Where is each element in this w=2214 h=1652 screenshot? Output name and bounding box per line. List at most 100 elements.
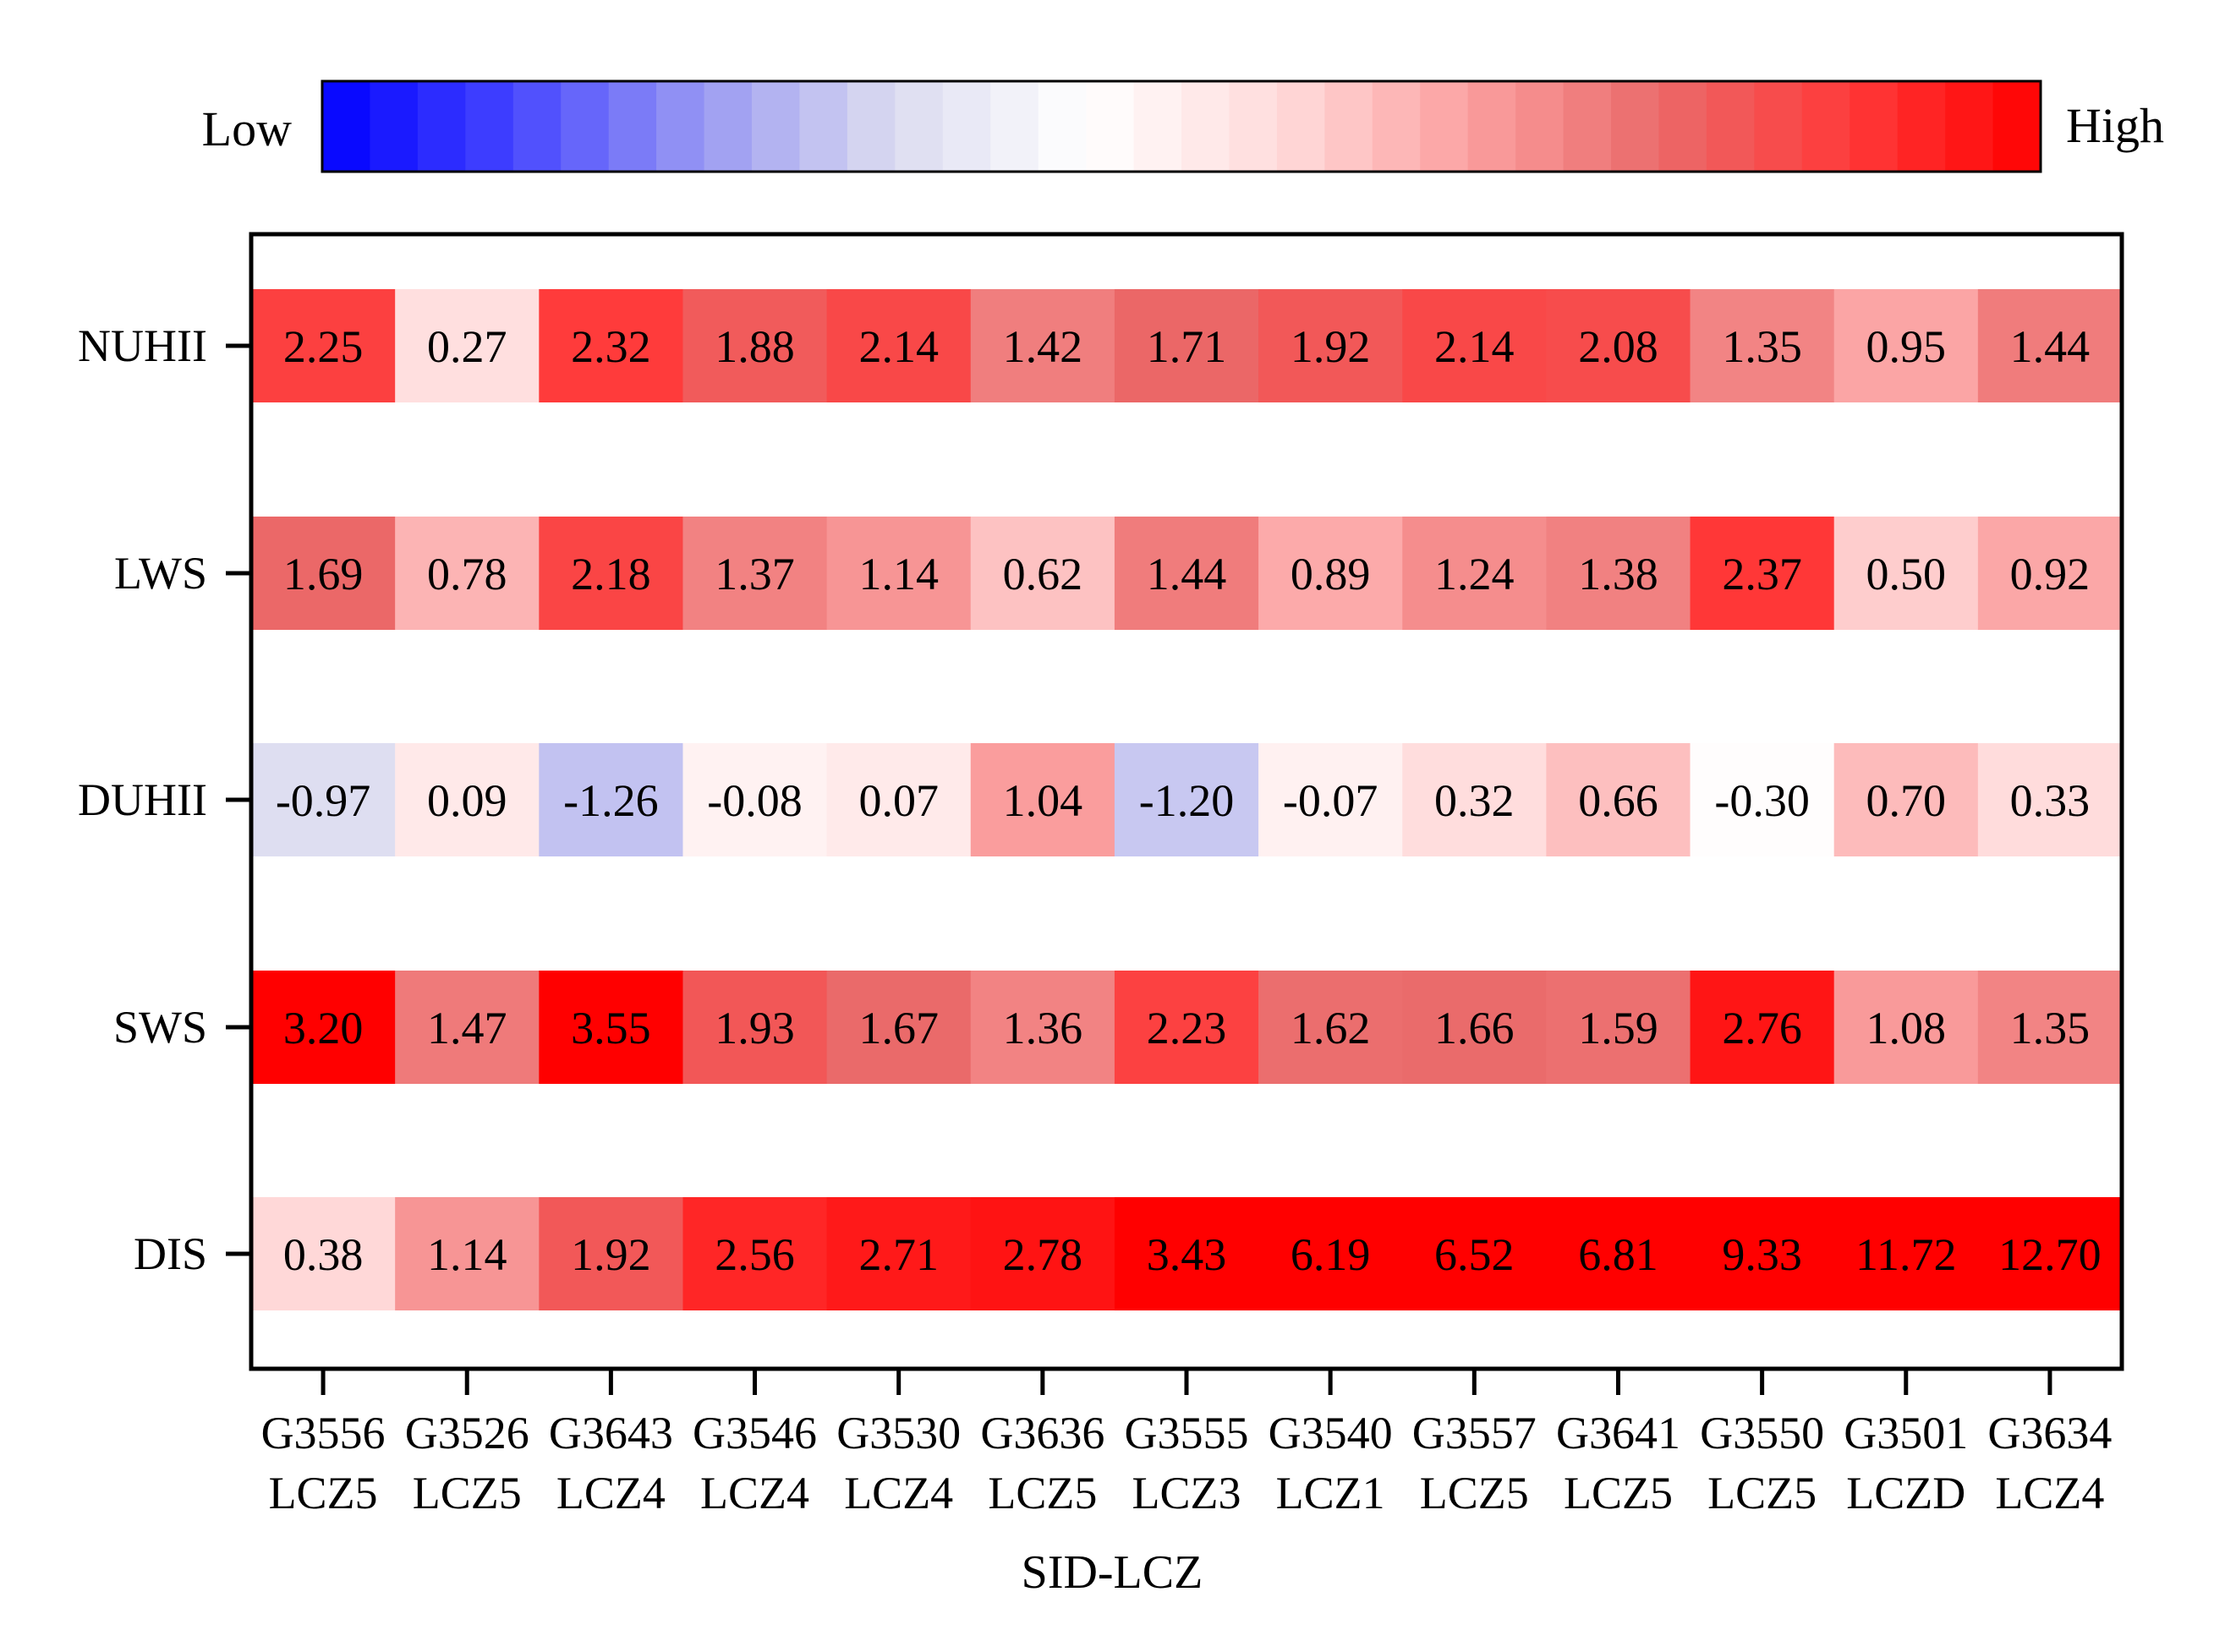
cell-value-label: 1.67 — [858, 1003, 939, 1053]
y-tick-label: NUHII — [78, 320, 207, 371]
colorbar-high-label: High — [2066, 98, 2164, 153]
cell-value-label: 0.78 — [427, 549, 507, 599]
colorbar-segment — [1038, 81, 1087, 172]
colorbar-segment — [1420, 81, 1469, 172]
colorbar-segment — [1754, 81, 1803, 172]
cell-value-label: 1.04 — [1003, 775, 1083, 826]
colorbar-segment — [1181, 81, 1230, 172]
cell-value-label: 9.33 — [1722, 1229, 1802, 1280]
colorbar-segment — [990, 81, 1039, 172]
heatmap-cell — [1690, 971, 1835, 1084]
x-tick-label-lcz: LCZD — [1846, 1468, 1965, 1518]
heatmap-cell — [1833, 1197, 1979, 1310]
cell-value-label: 6.52 — [1434, 1229, 1515, 1280]
cell-value-label: 0.33 — [2010, 775, 2091, 826]
heatmap-cell — [1546, 517, 1691, 630]
heatmap-cell — [1402, 517, 1547, 630]
cell-value-label: 2.32 — [571, 321, 651, 372]
cell-value-label: 1.24 — [1434, 549, 1515, 599]
heatmap-cell — [970, 517, 1115, 630]
heatmap-cell — [1114, 517, 1259, 630]
cell-value-label: 2.78 — [1003, 1229, 1083, 1280]
heatmap-cell — [251, 971, 396, 1084]
heatmap-cell — [1690, 517, 1835, 630]
heatmap-cell — [1690, 289, 1835, 402]
x-tick-label-lcz: LCZ5 — [269, 1468, 378, 1518]
x-tick-label-sid: G3556 — [261, 1408, 386, 1458]
cell-value-label: 0.70 — [1866, 775, 1947, 826]
cell-value-label: 1.37 — [715, 549, 795, 599]
heatmap-cell — [395, 517, 540, 630]
cell-value-label: 0.09 — [427, 775, 507, 826]
cell-value-label: 2.14 — [858, 321, 939, 372]
x-tick-label-sid: G3636 — [980, 1408, 1104, 1458]
heatmap-cell — [1977, 289, 2123, 402]
colorbar-segment — [1563, 81, 1612, 172]
heatmap-cell — [826, 289, 972, 402]
heatmap-cell — [1977, 1197, 2123, 1310]
x-tick-label-lcz: LCZ5 — [413, 1468, 522, 1518]
heatmap-cell — [1114, 1197, 1259, 1310]
x-tick-label-sid: G3643 — [549, 1408, 673, 1458]
x-tick-label-sid: G3501 — [1844, 1408, 1968, 1458]
cell-value-label: 0.27 — [427, 321, 507, 372]
cell-value-label: 6.81 — [1578, 1229, 1658, 1280]
heatmap-cell — [682, 1197, 828, 1310]
cell-value-label: 3.43 — [1147, 1229, 1227, 1280]
heatmap-cell — [1546, 289, 1691, 402]
heatmap-cell — [251, 1197, 396, 1310]
heatmap-cell — [1546, 971, 1691, 1084]
cell-value-label: 2.25 — [283, 321, 364, 372]
cell-value-label: 1.47 — [427, 1003, 507, 1053]
cell-value-label: 1.93 — [715, 1003, 795, 1053]
colorbar-segment — [1897, 81, 1946, 172]
heatmap-cell — [395, 289, 540, 402]
cell-value-label: 2.37 — [1722, 549, 1802, 599]
cell-value-label: 1.66 — [1434, 1003, 1515, 1053]
x-tick-label-sid: G3530 — [836, 1408, 961, 1458]
cell-value-label: 1.71 — [1147, 321, 1227, 372]
cell-value-label: 1.14 — [427, 1229, 507, 1280]
colorbar-segment — [656, 81, 705, 172]
cell-value-label: 1.92 — [571, 1229, 651, 1280]
heatmap-cell — [682, 289, 828, 402]
cell-value-label: 0.92 — [2010, 549, 2091, 599]
x-tick-label-lcz: LCZ5 — [988, 1468, 1097, 1518]
x-axis-label: SID-LCZ — [1022, 1546, 1203, 1599]
heatmap-cell — [251, 517, 396, 630]
y-tick-label: SWS — [113, 1002, 207, 1053]
cell-value-label: 0.62 — [1003, 549, 1083, 599]
heatmap-cell — [826, 1197, 972, 1310]
colorbar-segment — [417, 81, 466, 172]
x-tick-label-sid: G3526 — [405, 1408, 529, 1458]
x-tick-label-lcz: LCZ4 — [1995, 1468, 2104, 1518]
x-tick-label-sid: G3555 — [1125, 1408, 1249, 1458]
heatmap-cell — [1977, 971, 2123, 1084]
cell-value-label: 2.14 — [1434, 321, 1515, 372]
colorbar — [321, 79, 2042, 173]
cell-value-label: 1.92 — [1291, 321, 1371, 372]
x-tick-label-sid: G3557 — [1412, 1408, 1537, 1458]
cell-value-label: 12.70 — [1998, 1229, 2102, 1280]
heatmap-cell — [1833, 517, 1979, 630]
x-tick-label-lcz: LCZ5 — [1707, 1468, 1817, 1518]
colorbar-segment — [465, 81, 514, 172]
heatmap-cells: 2.25 0.27 2.32 1.88 2.14 1.42 1.71 1.92 2.14 2.08… — [251, 289, 2123, 1310]
cell-value-label: 0.32 — [1434, 775, 1515, 826]
heatmap-cell — [1258, 289, 1403, 402]
cell-value-label: 2.76 — [1722, 1003, 1802, 1053]
cell-value-label: -0.30 — [1714, 775, 1809, 826]
y-axis: NUHII LWS DUHII SWS DIS — [78, 320, 251, 1279]
colorbar-segment — [942, 81, 991, 172]
heatmap-cell — [395, 971, 540, 1084]
cell-value-label: 0.66 — [1578, 775, 1658, 826]
heatmap-cell — [1402, 1197, 1547, 1310]
cell-value-label: 2.18 — [571, 549, 651, 599]
cell-value-label: 2.08 — [1578, 321, 1658, 372]
y-tick-label: LWS — [114, 548, 207, 599]
colorbar-segment — [704, 81, 753, 172]
colorbar-segment — [1276, 81, 1325, 172]
cell-value-label: 0.38 — [283, 1229, 364, 1280]
heatmap-cell — [682, 743, 828, 856]
heatmap-cell — [1977, 743, 2123, 856]
